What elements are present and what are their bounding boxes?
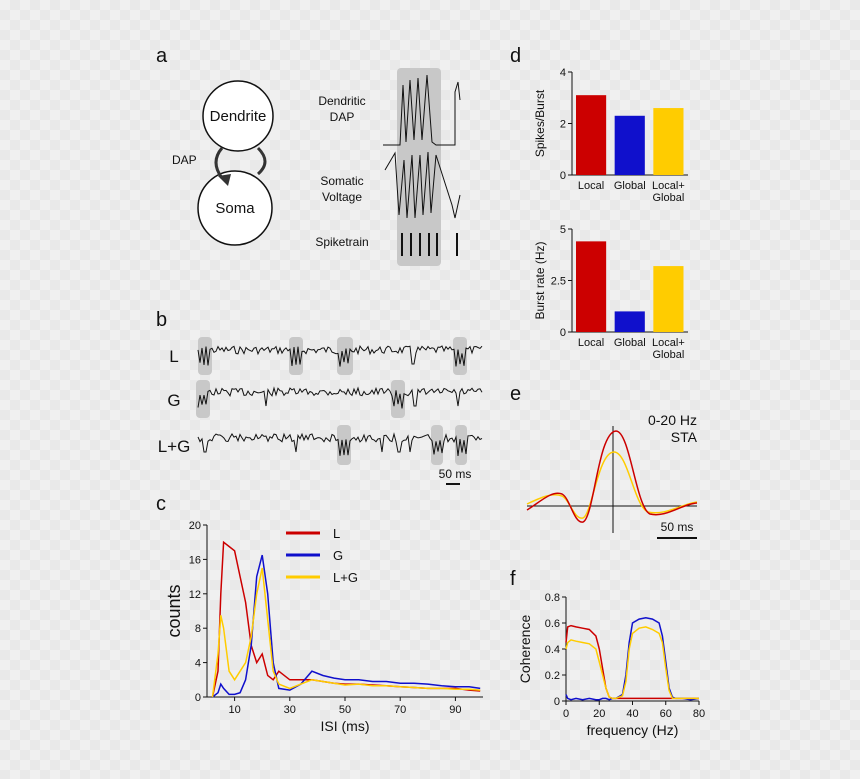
y-tick-label: 16 — [189, 554, 201, 566]
panel-letter-a: a — [156, 45, 168, 67]
sta-curve-L — [526, 430, 698, 523]
isi-histogram-chart: 0 4 8 12 16 20 10 30 50 70 90 ISI (ms) counts LG L+G — [164, 520, 483, 734]
category-label: Local — [578, 180, 604, 192]
sta-title-line1: 0-20 Hz — [648, 412, 697, 428]
spiketrain-ticks — [401, 233, 458, 256]
trace-label-voltage: Voltage — [322, 190, 362, 204]
y-tick-label: 5 — [560, 224, 566, 236]
axes — [565, 597, 699, 702]
voltage-trace-G — [197, 386, 483, 409]
panel-letter-b: b — [156, 309, 167, 331]
y-tick-label: 4 — [195, 658, 201, 670]
y-tick-label: 0.8 — [545, 592, 560, 604]
bar-2 — [653, 108, 684, 175]
trace-label-spiketrain: Spiketrain — [315, 235, 368, 249]
x-tick-label: 20 — [593, 708, 605, 720]
x-tick-label: 40 — [626, 708, 638, 720]
axes — [206, 525, 483, 698]
x-tick-label: 0 — [563, 708, 569, 720]
panel-letter-d: d — [510, 45, 521, 67]
coherence-chart: 0 0.2 0.4 0.6 0.8 0 20 40 60 80 frequency (Hz) Cohe… — [517, 592, 705, 738]
y-tick-label: 0.4 — [545, 644, 560, 656]
x-tick-label: 10 — [228, 704, 240, 716]
category-label: Local+ — [652, 180, 685, 192]
somatic-voltage-trace — [384, 151, 461, 219]
x-tick-label: 60 — [660, 708, 672, 720]
voltage-trace-L — [197, 344, 483, 367]
bar-0 — [576, 95, 607, 175]
y-tick-label: 2 — [560, 119, 566, 131]
dap-arrowhead — [218, 174, 231, 186]
series-line-G — [212, 554, 481, 698]
y-tick-label: 0.2 — [545, 670, 560, 682]
bar-1 — [614, 311, 645, 332]
series-line-LG — [565, 626, 699, 700]
y-axis-label: Spikes/Burst — [533, 89, 547, 157]
y-axis-label: counts — [164, 584, 184, 637]
y-axis-label: Burst rate (Hz) — [533, 241, 547, 319]
series-line-L — [565, 624, 699, 700]
soma-label: Soma — [215, 200, 255, 217]
dendrite-node — [202, 80, 274, 152]
y-tick-label: 8 — [195, 623, 201, 635]
y-axis-label: Coherence — [517, 615, 533, 684]
y-tick-label: 20 — [189, 520, 201, 532]
category-label: Global — [614, 337, 646, 349]
bar-2 — [653, 266, 684, 332]
x-tick-label: 50 — [339, 704, 351, 716]
x-tick-label: 70 — [394, 704, 406, 716]
legend-label-G: G — [333, 548, 343, 563]
x-axis-label: ISI (ms) — [321, 718, 370, 734]
panel-letter-f: f — [510, 568, 516, 590]
y-tick-label: 0 — [195, 692, 201, 704]
x-tick-label: 80 — [693, 708, 705, 720]
legend-label-L: L — [333, 526, 340, 541]
dap-arrow-right — [256, 146, 267, 176]
dendrite-label: Dendrite — [210, 108, 267, 125]
series-line-G — [565, 617, 700, 701]
category-label: Local — [578, 337, 604, 349]
panel-letter-c: c — [156, 493, 166, 515]
dap-label: DAP — [172, 153, 197, 167]
scale-label-e: 50 ms — [661, 520, 694, 534]
row-label-L: L — [169, 347, 178, 366]
y-tick-label: 0 — [560, 327, 566, 339]
soma-node — [197, 170, 273, 246]
x-tick-label: 90 — [449, 704, 461, 716]
row-label-G: G — [167, 391, 180, 410]
dendritic-dap-trace — [383, 74, 461, 146]
voltage-trace-LG — [197, 432, 483, 456]
y-tick-label: 2.5 — [551, 276, 566, 288]
y-tick-label: 0 — [560, 170, 566, 182]
category-label: Local+ — [652, 337, 685, 349]
series-line-LG — [211, 567, 481, 698]
y-tick-label: 0 — [554, 696, 560, 708]
sta-curve-LG — [526, 451, 698, 519]
trace-label-dendritic: Dendritic — [318, 94, 365, 108]
bar-0 — [576, 241, 607, 332]
burst-box — [391, 380, 405, 418]
row-label-LG: L+G — [158, 437, 191, 456]
y-tick-label: 0.6 — [545, 618, 560, 630]
category-label: Global — [653, 349, 685, 361]
category-label: Global — [653, 192, 685, 204]
dap-arrow-left — [214, 147, 224, 179]
sta-title-line2: STA — [671, 429, 698, 445]
x-axis-label: frequency (Hz) — [587, 722, 679, 738]
burst-highlights — [196, 337, 467, 465]
trace-label-somatic: Somatic — [320, 174, 363, 188]
trace-label-dap: DAP — [330, 110, 355, 124]
y-tick-label: 12 — [189, 589, 201, 601]
x-tick-label: 30 — [284, 704, 296, 716]
scale-label-b: 50 ms — [439, 467, 472, 481]
bar-1 — [614, 115, 645, 175]
y-tick-label: 4 — [560, 67, 566, 79]
category-label: Global — [614, 180, 646, 192]
panel-letter-e: e — [510, 383, 521, 405]
legend-label-LG: L+G — [333, 570, 358, 585]
